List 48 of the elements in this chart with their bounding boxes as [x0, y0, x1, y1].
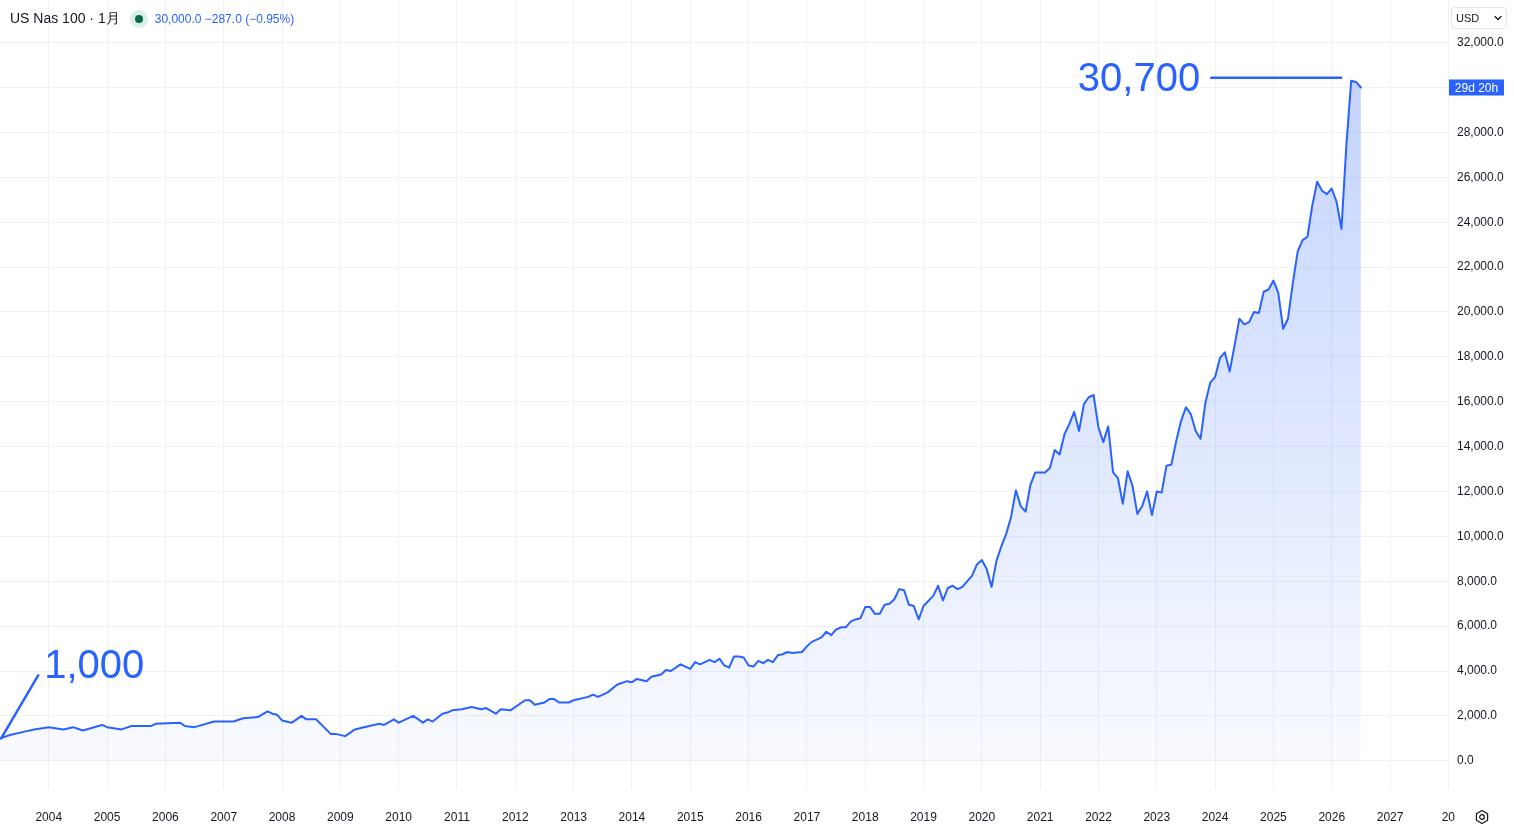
- x-tick-label: 2004: [35, 809, 63, 824]
- y-tick-label: 4,000.0: [1457, 663, 1498, 678]
- y-tick-label: 24,000.0: [1457, 214, 1505, 229]
- y-tick-label: 26,000.0: [1457, 169, 1505, 184]
- x-tick-label: 2023: [1143, 809, 1171, 824]
- x-tick-label: 2027: [1376, 809, 1404, 824]
- y-tick-label: 12,000.0: [1457, 483, 1505, 498]
- x-tick-label: 2005: [93, 809, 121, 824]
- x-tick-label: 2014: [618, 809, 646, 824]
- y-tick-label: 10,000.0: [1457, 528, 1505, 543]
- x-tick-label: 2020: [968, 809, 996, 824]
- x-tick-label: 2009: [327, 809, 355, 824]
- y-tick-label: 6,000.0: [1457, 618, 1498, 633]
- y-tick-label: 14,000.0: [1457, 438, 1505, 453]
- text: US Nas 100 · 1月: [10, 10, 120, 28]
- x-tick-label: 2025: [1260, 809, 1288, 824]
- text: 29d 20h: [1454, 80, 1499, 95]
- x-tick-label: 2015: [676, 809, 704, 824]
- text: 30,000.0 −287.0 (−0.95%): [154, 12, 295, 26]
- x-tick-label: 2017: [793, 809, 821, 824]
- y-tick-label: 8,000.0: [1457, 573, 1498, 588]
- x-tick-label: 2011: [444, 809, 471, 824]
- x-tick-label: 2018: [851, 809, 879, 824]
- y-tick-label: 16,000.0: [1457, 394, 1505, 409]
- y-tick-label: 32,000.0: [1457, 34, 1505, 49]
- annotation: 30,700: [1077, 54, 1201, 99]
- x-tick-label: 2010: [385, 809, 413, 824]
- y-tick-label: 22,000.0: [1457, 259, 1505, 274]
- x-tick-label: 2026: [1318, 809, 1346, 824]
- y-tick-label: 20,000.0: [1457, 304, 1505, 319]
- y-tick-label: 18,000.0: [1457, 349, 1505, 364]
- x-tick-label: 2008: [268, 809, 296, 824]
- x-tick-label: 2019: [910, 809, 938, 824]
- x-tick-label: 20: [1441, 809, 1456, 824]
- y-tick-label: 2,000.0: [1457, 708, 1498, 723]
- y-tick-label: 0.0: [1457, 753, 1475, 768]
- x-tick-label: 2013: [560, 809, 588, 824]
- x-tick-label: 2016: [735, 809, 763, 824]
- x-tick-label: 2024: [1201, 809, 1229, 824]
- currency-dropdown: USD: [1451, 7, 1507, 29]
- y-tick-label: 28,000.0: [1457, 124, 1505, 139]
- x-tick-label: 2006: [152, 809, 180, 824]
- y-axis-title: USD: [1456, 12, 1480, 24]
- x-tick-label: 2012: [501, 809, 529, 824]
- x-tick-label: 2021: [1026, 809, 1054, 824]
- annotation: 1,000: [44, 642, 145, 687]
- x-tick-label: 2022: [1085, 809, 1113, 824]
- x-tick-label: 2007: [210, 809, 238, 824]
